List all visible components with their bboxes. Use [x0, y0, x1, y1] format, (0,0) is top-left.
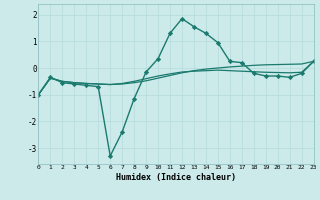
X-axis label: Humidex (Indice chaleur): Humidex (Indice chaleur) [116, 173, 236, 182]
